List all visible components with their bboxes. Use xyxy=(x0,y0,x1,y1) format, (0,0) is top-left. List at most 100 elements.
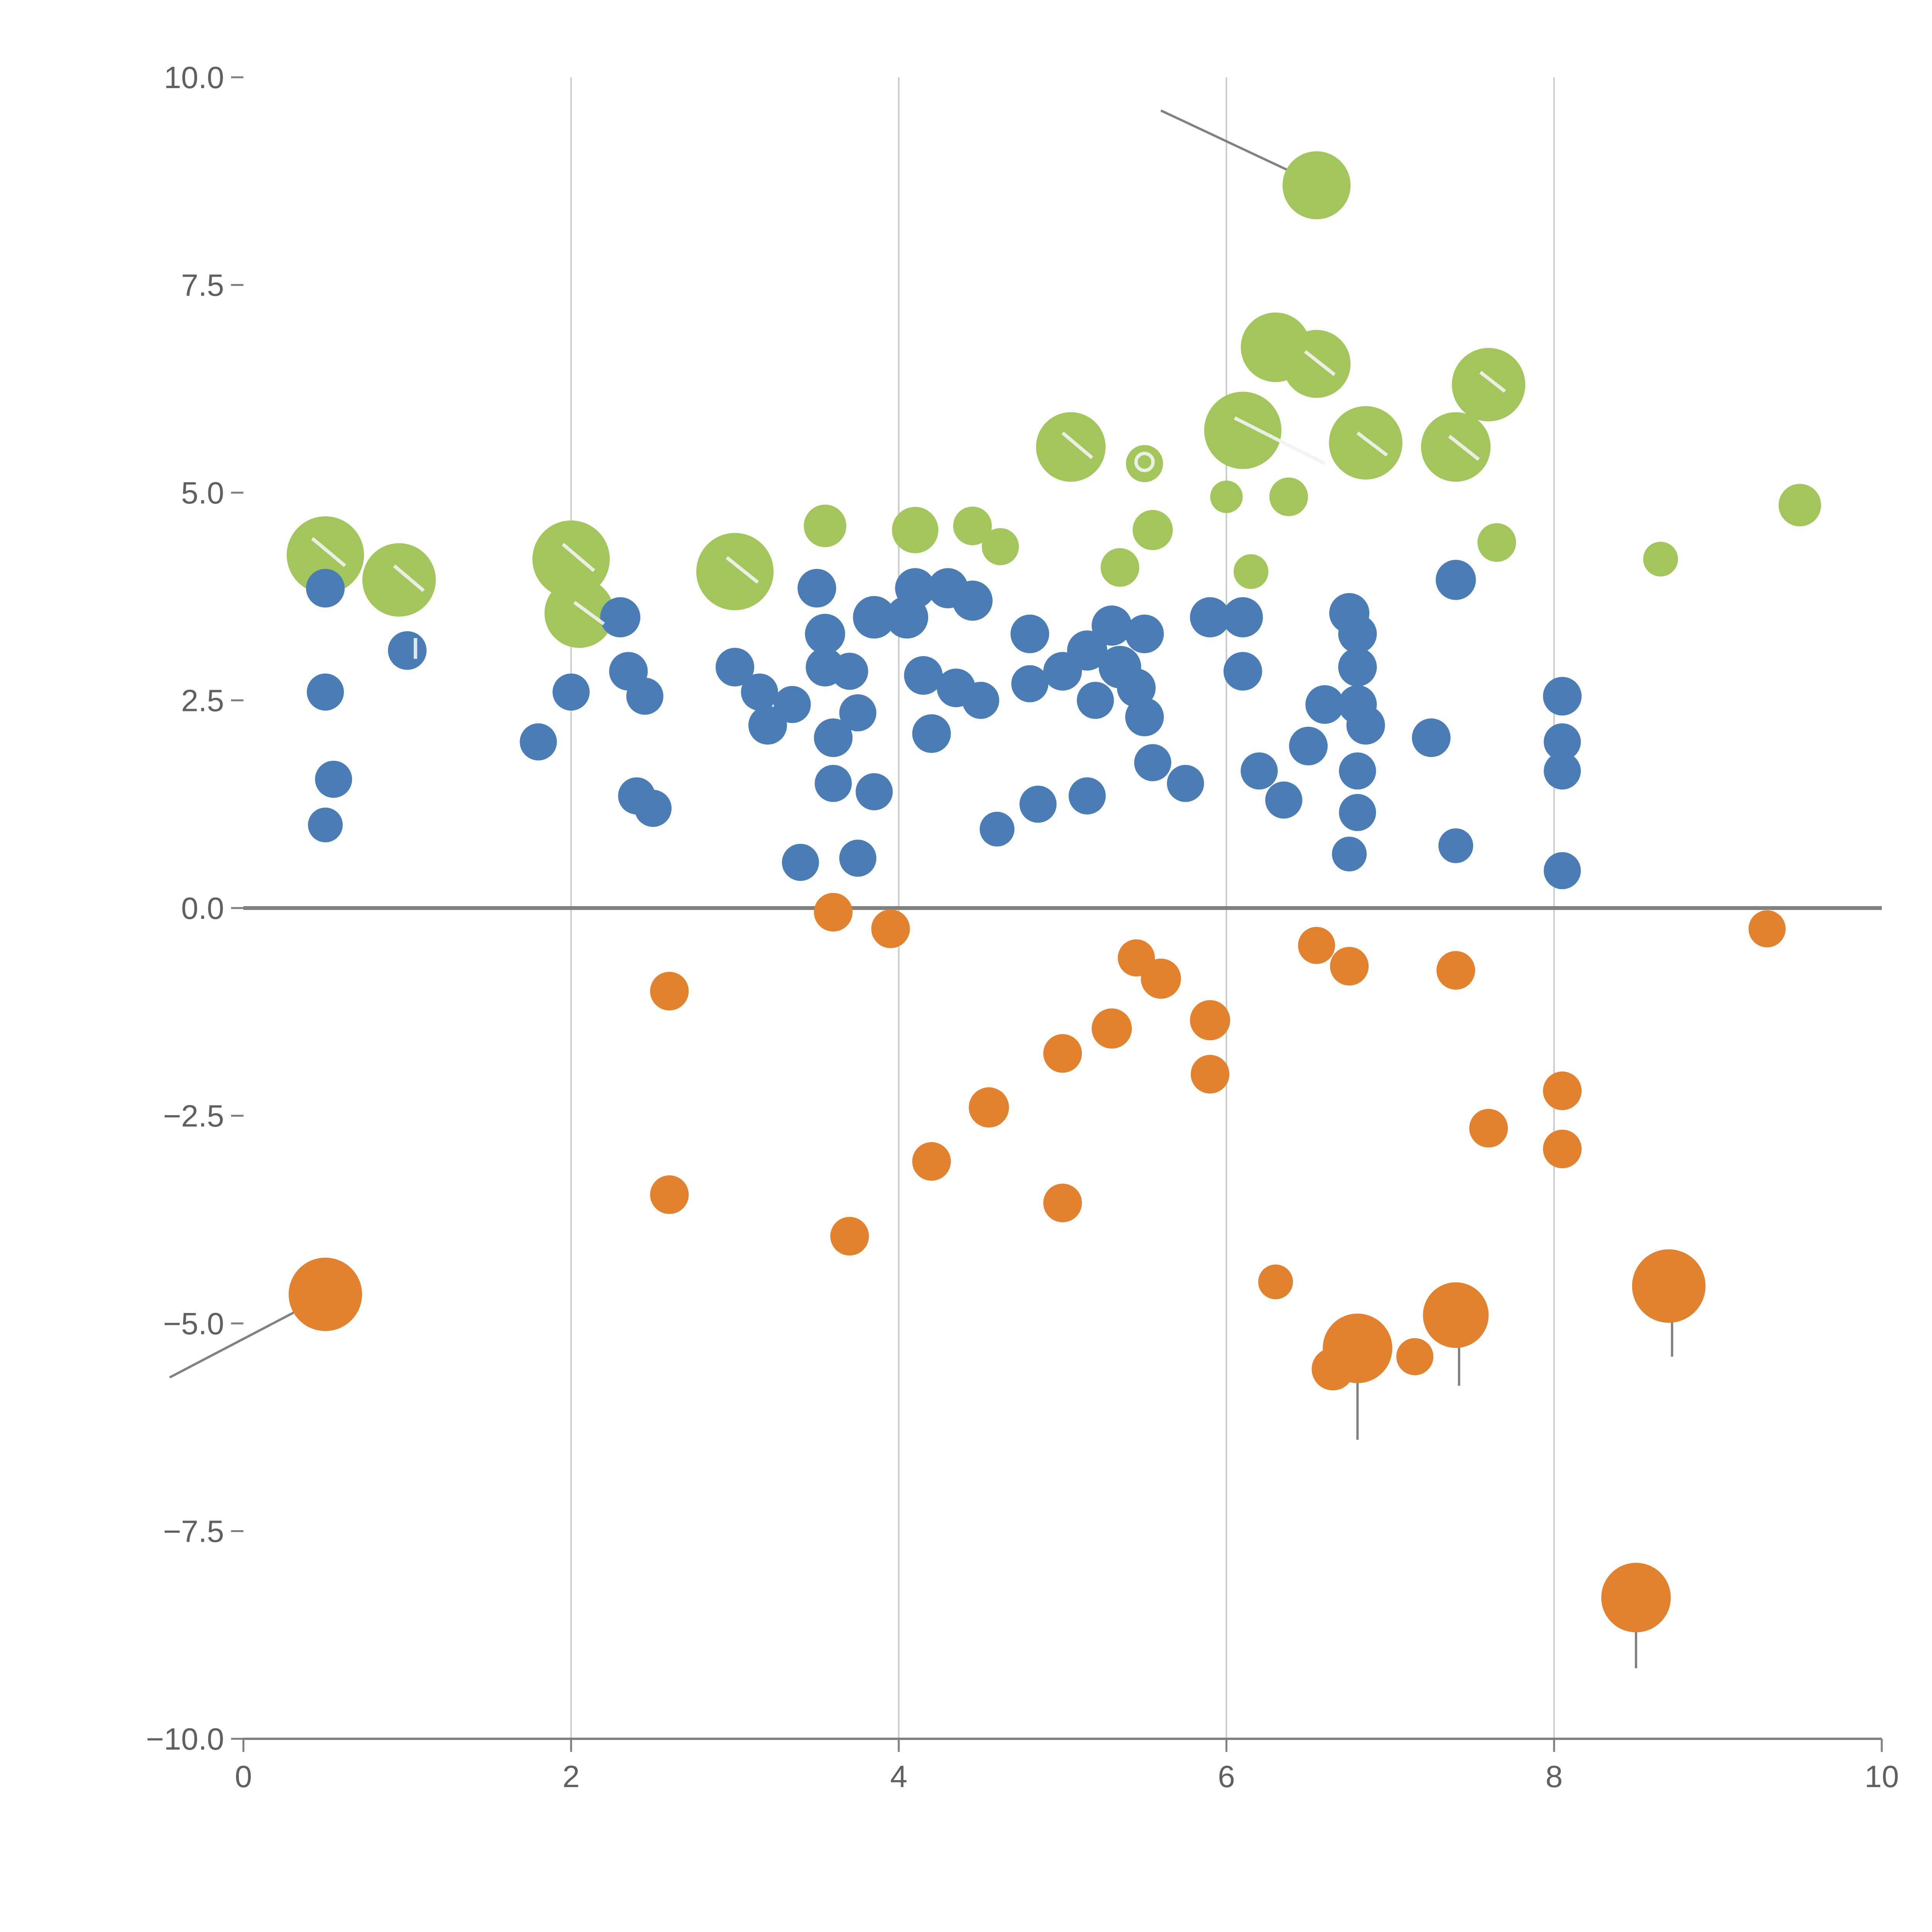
highlight-line xyxy=(1356,431,1388,457)
data-point-orange xyxy=(912,1142,951,1181)
data-point-green xyxy=(362,543,436,617)
highlight-line xyxy=(1061,431,1094,459)
data-point-blue xyxy=(1544,752,1581,790)
data-point-blue xyxy=(980,811,1015,847)
data-point-blue xyxy=(831,653,868,690)
data-point-blue xyxy=(815,765,852,802)
data-point-green xyxy=(1269,477,1308,516)
data-point-green xyxy=(1643,542,1678,577)
data-point-blue xyxy=(952,580,993,621)
data-point-blue xyxy=(1068,777,1106,815)
highlight-line xyxy=(725,556,759,584)
data-point-blue xyxy=(1019,786,1057,823)
data-point-blue xyxy=(798,569,836,608)
y-tick-label: −7.5 xyxy=(163,1514,224,1549)
y-tick-label: 5.0 xyxy=(181,476,224,510)
data-point-green xyxy=(287,516,364,594)
data-point-blue xyxy=(1125,697,1164,736)
data-point-blue xyxy=(1339,794,1376,831)
data-point-green xyxy=(1204,391,1282,469)
data-point-blue xyxy=(1092,605,1132,646)
data-point-blue xyxy=(1543,677,1582,716)
data-point-blue xyxy=(814,718,853,757)
data-point-blue xyxy=(553,673,590,711)
highlight-line xyxy=(1448,435,1480,461)
data-point-blue xyxy=(600,597,641,638)
data-point-blue xyxy=(307,673,344,711)
highlight-line xyxy=(573,601,605,626)
data-point-orange xyxy=(1092,1008,1132,1049)
data-point-blue xyxy=(1167,765,1204,802)
highlight-line xyxy=(311,537,346,567)
data-point-blue xyxy=(1223,652,1262,691)
data-point-orange xyxy=(830,1217,869,1256)
data-point-green xyxy=(1452,348,1526,422)
data-point-blue xyxy=(388,631,427,670)
data-point-blue xyxy=(1125,614,1164,653)
data-point-orange xyxy=(1190,1000,1230,1041)
data-point-green xyxy=(981,528,1019,565)
data-point-green xyxy=(892,507,939,553)
data-point-green xyxy=(1133,510,1173,550)
data-point-blue xyxy=(912,714,951,753)
data-point-orange xyxy=(1043,1034,1082,1073)
data-point-green xyxy=(1100,548,1139,587)
data-point-green xyxy=(1282,151,1351,219)
data-point-green xyxy=(1233,554,1269,589)
data-point-blue xyxy=(895,568,935,609)
data-point-blue xyxy=(1010,614,1049,653)
data-point-blue xyxy=(741,673,778,711)
highlight-line xyxy=(393,564,425,592)
data-point-orange xyxy=(289,1257,362,1331)
data-point-green xyxy=(696,533,774,611)
data-point-blue xyxy=(962,682,999,719)
data-point-blue xyxy=(1544,723,1581,760)
data-point-blue xyxy=(774,686,811,723)
data-point-orange xyxy=(1601,1563,1671,1633)
x-tick-label: 2 xyxy=(563,1759,580,1794)
data-point-blue xyxy=(839,840,876,877)
data-point-blue xyxy=(1190,597,1230,638)
data-point-orange xyxy=(1190,1055,1230,1094)
x-tick-label: 8 xyxy=(1546,1759,1563,1794)
data-point-blue xyxy=(1265,781,1303,819)
data-point-blue xyxy=(306,569,345,608)
data-point-orange xyxy=(1423,1282,1489,1348)
data-point-orange xyxy=(1632,1249,1706,1323)
data-point-orange xyxy=(871,909,910,948)
data-point-orange xyxy=(650,972,689,1010)
data-point-orange xyxy=(1543,1071,1582,1110)
data-point-orange xyxy=(1330,947,1369,986)
data-point-green xyxy=(544,578,614,648)
data-point-orange xyxy=(1258,1264,1293,1299)
y-tick-label: −2.5 xyxy=(163,1099,224,1133)
data-point-blue xyxy=(1332,837,1367,872)
data-point-orange xyxy=(1298,927,1335,964)
data-point-green xyxy=(1329,406,1403,480)
data-point-green xyxy=(1282,330,1351,398)
data-point-orange xyxy=(1469,1109,1508,1148)
highlight-line xyxy=(1234,416,1326,465)
data-point-blue xyxy=(805,614,845,654)
data-point-blue xyxy=(1346,706,1385,745)
x-tick-label: 10 xyxy=(1865,1759,1899,1794)
data-point-orange xyxy=(814,893,853,932)
data-point-blue xyxy=(748,706,787,745)
data-point-orange xyxy=(1396,1338,1434,1375)
y-tick-label: −10.0 xyxy=(146,1722,224,1756)
data-point-blue xyxy=(1223,597,1263,638)
y-tick-label: 10.0 xyxy=(164,60,224,95)
data-point-blue xyxy=(1289,726,1328,765)
data-point-blue xyxy=(1134,744,1172,781)
data-point-blue xyxy=(1117,668,1156,707)
highlight-ring xyxy=(1134,451,1155,472)
x-tick-label: 4 xyxy=(890,1759,908,1794)
x-tick-label: 6 xyxy=(1218,1759,1235,1794)
data-point-blue xyxy=(1305,685,1344,724)
data-point-blue xyxy=(308,808,343,842)
data-point-green xyxy=(1126,445,1163,482)
highlight-line xyxy=(1304,350,1336,376)
data-point-blue xyxy=(1077,682,1114,719)
x-tick-label: 0 xyxy=(235,1759,252,1794)
